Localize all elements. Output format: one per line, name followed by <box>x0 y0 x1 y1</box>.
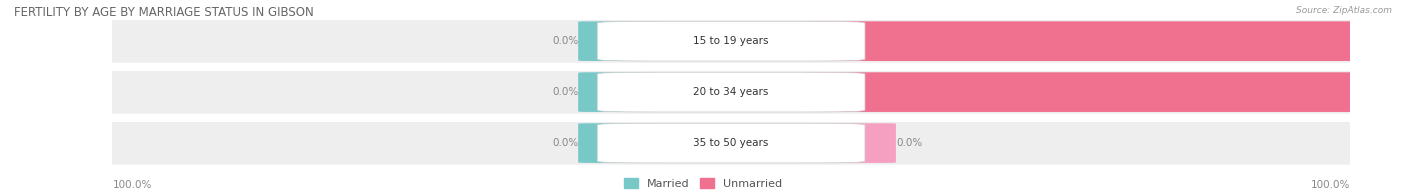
FancyBboxPatch shape <box>598 72 865 112</box>
FancyBboxPatch shape <box>56 20 1406 63</box>
Text: 0.0%: 0.0% <box>553 36 578 46</box>
FancyBboxPatch shape <box>578 21 659 61</box>
FancyBboxPatch shape <box>598 123 865 163</box>
Text: 0.0%: 0.0% <box>553 87 578 97</box>
FancyBboxPatch shape <box>803 21 1362 61</box>
Text: 20 to 34 years: 20 to 34 years <box>693 87 769 97</box>
FancyBboxPatch shape <box>598 21 865 61</box>
Text: 35 to 50 years: 35 to 50 years <box>693 138 769 148</box>
FancyBboxPatch shape <box>803 72 1362 112</box>
Text: 100.0%: 100.0% <box>1355 87 1399 97</box>
FancyBboxPatch shape <box>803 123 896 163</box>
Legend: Married, Unmarried: Married, Unmarried <box>620 173 786 193</box>
FancyBboxPatch shape <box>578 123 659 163</box>
Text: 100.0%: 100.0% <box>112 180 152 190</box>
Text: 15 to 19 years: 15 to 19 years <box>693 36 769 46</box>
FancyBboxPatch shape <box>578 72 659 112</box>
Text: 0.0%: 0.0% <box>896 138 922 148</box>
Text: 0.0%: 0.0% <box>553 138 578 148</box>
Text: 100.0%: 100.0% <box>1310 180 1350 190</box>
FancyBboxPatch shape <box>56 71 1406 114</box>
Text: Source: ZipAtlas.com: Source: ZipAtlas.com <box>1296 6 1392 15</box>
FancyBboxPatch shape <box>56 122 1406 165</box>
Text: 100.0%: 100.0% <box>1355 36 1399 46</box>
Text: FERTILITY BY AGE BY MARRIAGE STATUS IN GIBSON: FERTILITY BY AGE BY MARRIAGE STATUS IN G… <box>14 6 314 19</box>
